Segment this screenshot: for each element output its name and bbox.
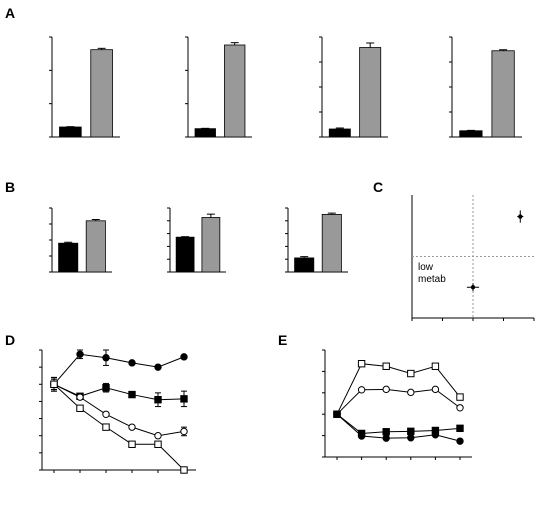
data-point [382, 385, 390, 394]
data-point [407, 427, 415, 436]
data-point [102, 354, 110, 362]
data-point [407, 369, 415, 378]
data-point [382, 434, 390, 442]
bar-chart-max-resp [185, 36, 252, 138]
series-c200-ocr [50, 349, 188, 392]
series-line [336, 413, 461, 434]
data-point [76, 393, 84, 401]
panel-label-d: D [5, 332, 15, 348]
bar-c200 [491, 50, 515, 138]
series-line [336, 413, 461, 442]
data-point [357, 359, 366, 368]
bar-chart-atp-linked [449, 36, 522, 138]
bar-chart-basal-ocr [49, 36, 120, 138]
bar-chart-basal-ecar [49, 207, 112, 273]
panel-label-e: E [278, 332, 287, 348]
data-point [102, 384, 110, 392]
quadrant-label-line: low [418, 262, 434, 273]
bar-c200 [359, 47, 382, 138]
bar-c200 [90, 49, 113, 138]
data-point [128, 423, 136, 431]
bar-chart-glyc-capacity [167, 207, 226, 273]
series-a2780-ecar [333, 385, 464, 418]
bar-a2780 [58, 242, 79, 273]
panel-label-b: B [5, 179, 15, 195]
data-point [431, 431, 440, 439]
series-line [336, 363, 461, 415]
bar-c200 [321, 213, 342, 273]
data-point [128, 440, 136, 448]
panel-label-c: C [373, 179, 383, 195]
data-point [382, 428, 390, 436]
series-line [53, 383, 185, 401]
data-point [180, 395, 188, 403]
bar-a2780 [194, 128, 216, 138]
data-point [357, 386, 366, 394]
data-point [333, 410, 341, 418]
series-c200-ecar [333, 359, 464, 418]
data-point [102, 423, 110, 431]
data-point [154, 440, 162, 448]
metabolic-phenotype-chart: low metab [411, 195, 535, 321]
series-a2780-ecar [50, 378, 188, 474]
line-chart-panel-d [39, 349, 196, 474]
series-a2780-ocr [333, 410, 464, 438]
panel-label-a: A [5, 5, 15, 21]
series-line [53, 383, 185, 437]
series-line [53, 383, 185, 471]
bar-a2780 [175, 236, 195, 273]
data-point [357, 432, 366, 440]
series-line [53, 353, 185, 385]
data-point [76, 404, 84, 412]
bar-a2780 [294, 257, 315, 273]
data-point [128, 359, 136, 367]
series-c200-ecar [50, 378, 188, 440]
data-point [128, 390, 136, 399]
series-a2780-ocr [50, 376, 188, 408]
line-chart-panel-e [322, 349, 472, 460]
data-point [431, 362, 440, 370]
bar-a2780 [328, 128, 351, 138]
series-c200-ocr [333, 410, 464, 445]
data-point [154, 432, 162, 440]
bar-c200 [224, 44, 246, 138]
bar-chart-glyc-reserve [285, 207, 348, 273]
data-point [431, 385, 440, 394]
data-point [102, 410, 110, 418]
bar-a2780 [59, 126, 82, 138]
quadrant-label-line: metab [418, 274, 446, 285]
data-point [456, 393, 464, 401]
data-point [180, 427, 188, 436]
data-point [456, 437, 464, 445]
data-point [180, 466, 188, 474]
data-point [154, 363, 162, 371]
bar-c200 [201, 217, 221, 273]
point-c200 [518, 214, 523, 219]
data-point [456, 424, 464, 433]
bar-c200 [85, 220, 106, 273]
bar-chart-resp-reserve [319, 36, 388, 138]
data-point [407, 434, 415, 442]
bar-a2780 [459, 130, 483, 138]
data-point [50, 380, 58, 388]
data-point [382, 362, 390, 370]
data-point [180, 353, 188, 361]
data-point [456, 404, 464, 412]
data-point [154, 396, 162, 404]
point-a2780 [470, 285, 476, 290]
data-point [407, 388, 415, 397]
data-point [76, 350, 84, 358]
quadrant-label-low-metab: low metab [418, 262, 446, 285]
series-line [336, 388, 461, 415]
